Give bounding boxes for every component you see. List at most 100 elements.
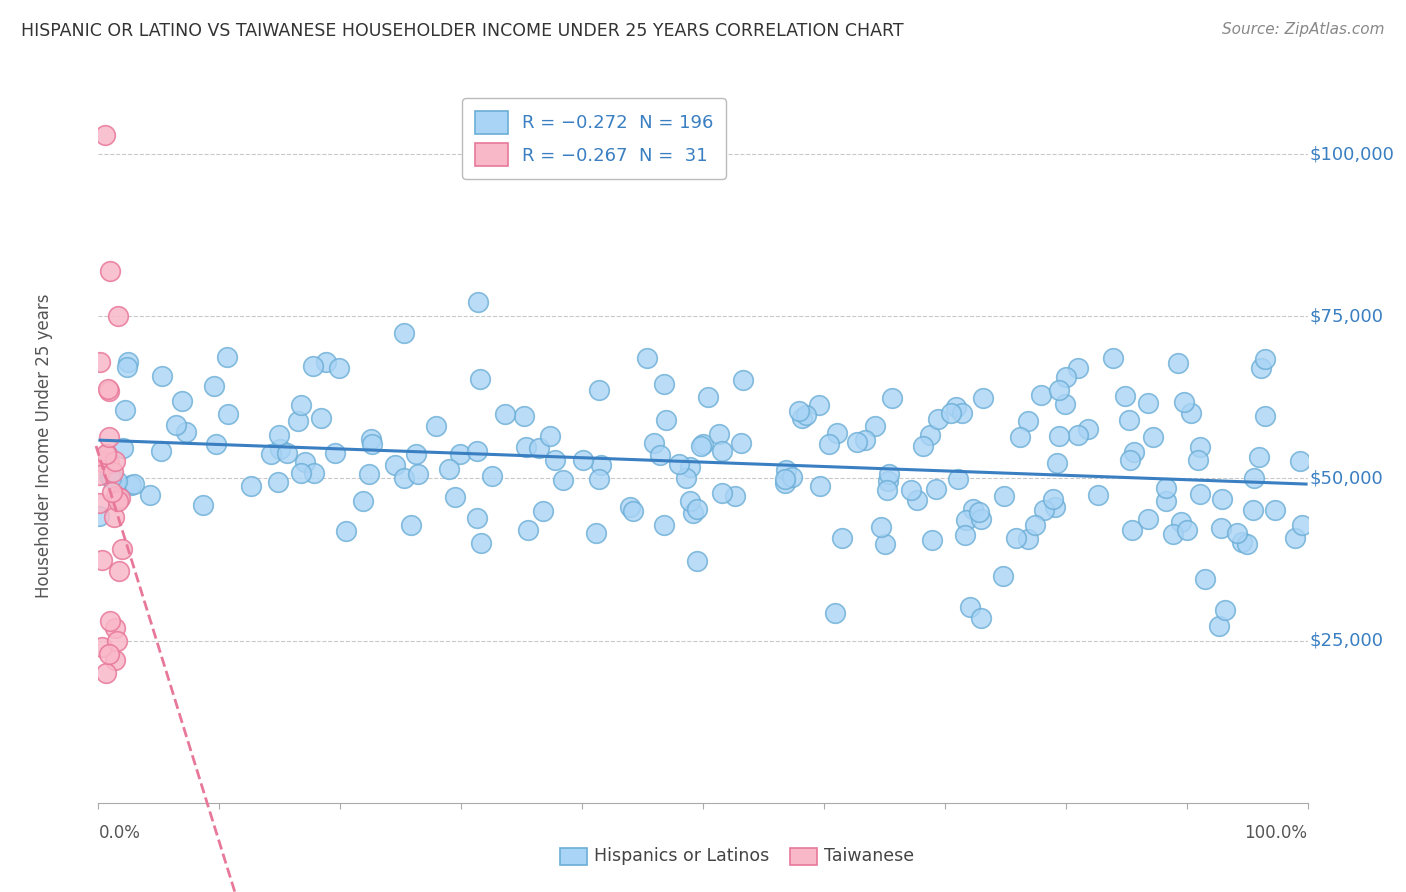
Point — [955, 528, 977, 542]
Point — [1213, 602, 1236, 616]
Point — [1188, 487, 1211, 501]
Point — [941, 406, 963, 420]
Point — [773, 472, 796, 486]
Point — [97, 430, 120, 444]
Point — [780, 470, 803, 484]
Point — [921, 533, 943, 547]
Point — [1101, 351, 1123, 365]
Point — [1047, 428, 1070, 442]
Point — [950, 406, 973, 420]
Point — [686, 502, 709, 516]
Text: Householder Income Under 25 years: Householder Income Under 25 years — [35, 293, 53, 599]
Point — [991, 569, 1014, 583]
Point — [87, 508, 110, 523]
Point — [1054, 397, 1077, 411]
Point — [925, 482, 948, 496]
Point — [481, 469, 503, 483]
Point — [775, 463, 797, 477]
Point — [405, 447, 427, 461]
Point — [711, 443, 734, 458]
Point — [1230, 535, 1253, 549]
Point — [825, 425, 848, 440]
Point — [1209, 521, 1232, 535]
Point — [1024, 517, 1046, 532]
Point — [91, 452, 114, 467]
Point — [406, 467, 429, 481]
Text: 0.0%: 0.0% — [98, 824, 141, 842]
Point — [172, 394, 194, 409]
Point — [260, 447, 283, 461]
Point — [112, 441, 135, 455]
Point — [733, 373, 755, 387]
Point — [853, 433, 876, 447]
Point — [467, 295, 489, 310]
Point — [679, 493, 702, 508]
Point — [927, 412, 949, 426]
Point — [876, 483, 898, 497]
FancyBboxPatch shape — [790, 847, 817, 865]
Point — [1043, 500, 1066, 514]
Point — [1226, 525, 1249, 540]
Point — [1250, 360, 1272, 375]
Point — [89, 467, 111, 482]
Point — [191, 498, 214, 512]
Text: $100,000: $100,000 — [1310, 145, 1395, 163]
Point — [1180, 406, 1202, 420]
Point — [97, 469, 120, 483]
Point — [114, 403, 136, 417]
Point — [1284, 531, 1306, 545]
Point — [962, 502, 984, 516]
Point — [1291, 517, 1313, 532]
Point — [290, 467, 312, 481]
Point — [877, 467, 900, 481]
Point — [1208, 619, 1230, 633]
Point — [107, 565, 129, 579]
Point — [357, 467, 380, 482]
Point — [437, 462, 460, 476]
Point — [711, 485, 734, 500]
Point — [465, 443, 488, 458]
Point — [392, 326, 415, 340]
Point — [955, 512, 977, 526]
Point — [588, 383, 610, 397]
Point — [384, 458, 406, 472]
Point — [425, 418, 447, 433]
Point — [449, 447, 471, 461]
Point — [117, 355, 139, 369]
Text: Hispanics or Latinos: Hispanics or Latinos — [595, 847, 769, 865]
Point — [1241, 503, 1264, 517]
Point — [217, 350, 239, 364]
Point — [323, 446, 346, 460]
Point — [948, 472, 970, 486]
Point — [98, 456, 121, 470]
Point — [865, 418, 887, 433]
Point — [335, 524, 357, 538]
Point — [90, 640, 112, 654]
Point — [443, 490, 465, 504]
Point — [1175, 524, 1198, 538]
Point — [174, 425, 197, 439]
Point — [1236, 537, 1258, 551]
Point — [1194, 572, 1216, 586]
Point — [905, 492, 928, 507]
Point — [675, 471, 697, 485]
Point — [290, 398, 312, 412]
Point — [882, 392, 904, 406]
Point — [115, 359, 138, 374]
Point — [585, 526, 607, 541]
Point — [1067, 428, 1090, 442]
Point — [730, 436, 752, 450]
Point — [90, 553, 112, 567]
Point — [807, 398, 830, 412]
Point — [1142, 430, 1164, 444]
Text: HISPANIC OR LATINO VS TAIWANESE HOUSEHOLDER INCOME UNDER 25 YEARS CORRELATION CH: HISPANIC OR LATINO VS TAIWANESE HOUSEHOL… — [21, 22, 904, 40]
Point — [110, 542, 132, 557]
Point — [104, 621, 127, 635]
Text: $75,000: $75,000 — [1310, 307, 1384, 326]
Point — [1170, 515, 1192, 529]
FancyBboxPatch shape — [561, 847, 586, 865]
Point — [945, 400, 967, 414]
Point — [993, 489, 1015, 503]
Point — [217, 407, 239, 421]
Point — [96, 447, 118, 461]
